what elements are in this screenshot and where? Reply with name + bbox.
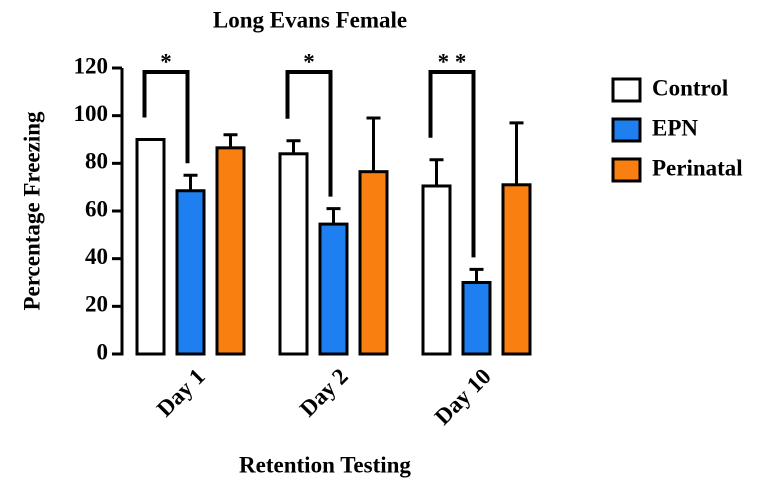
bar [135,138,166,356]
legend-label: Perinatal [652,155,743,180]
error-bar [469,267,484,283]
y-tick-label: 80 [85,149,108,174]
error-bar [286,139,301,154]
bar [421,184,452,356]
x-tick-label: Day 10 [430,364,496,430]
bar [215,146,246,356]
significance-label: * [160,49,172,74]
bar [501,183,532,356]
bar [278,152,309,356]
chart-title: Long Evans Female [213,7,407,32]
error-bar [223,133,238,148]
bar [461,281,492,356]
legend-swatch [611,157,642,183]
error-bar [326,207,341,225]
y-tick-label: 60 [85,196,108,221]
bar [318,222,349,356]
significance-label: * [303,49,315,74]
y-tick-label: 100 [74,101,109,126]
x-tick-label: Day 2 [295,364,353,422]
y-tick-label: 20 [85,292,108,317]
legend-label: EPN [652,115,698,140]
significance-bracket [428,70,476,258]
error-bar [366,116,381,172]
error-bar [429,158,444,186]
legend-label: Control [652,75,728,100]
x-axis-label: Retention Testing [239,452,411,477]
error-bar [509,121,524,185]
significance-label: * * [438,49,467,74]
bar [358,170,389,356]
legend-swatch [611,77,642,103]
y-tick-label: 40 [85,244,108,269]
legend-swatch [611,117,642,143]
y-axis-label: Percentage Freezing [19,111,44,311]
significance-bracket [285,70,333,197]
x-tick-label: Day 1 [152,364,210,422]
significance-bracket [142,70,190,164]
error-bar [183,173,198,191]
bar [175,189,206,356]
y-tick-label: 0 [97,339,109,364]
y-tick-label: 120 [74,53,109,78]
